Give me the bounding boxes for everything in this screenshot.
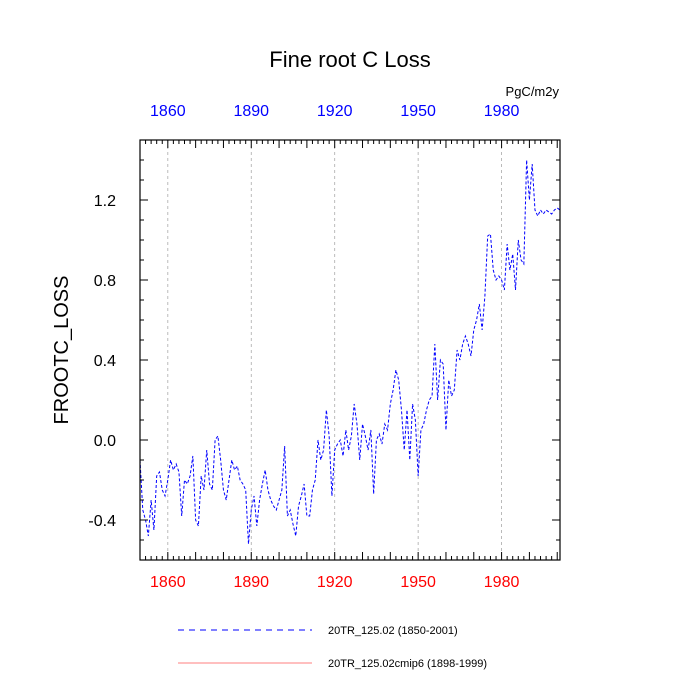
x-tick-label-top: 1860 (150, 103, 186, 120)
grid (167, 140, 502, 560)
units-label: PgC/m2y (506, 84, 560, 99)
y-tick-label: 1.2 (94, 193, 116, 210)
series-layer (139, 159, 561, 545)
y-tick-label: -0.4 (88, 513, 116, 530)
y-tick-label: 0.0 (94, 433, 116, 450)
x-tick-label-bottom: 1860 (150, 574, 186, 591)
y-tick-label: 0.8 (94, 273, 116, 290)
y-tick-label: 0.4 (94, 353, 116, 370)
x-tick-label-bottom: 1980 (484, 574, 520, 591)
x-tick-label-top: 1980 (484, 103, 520, 120)
x-tick-label-bottom: 1950 (400, 574, 436, 591)
plot-frame (139, 139, 561, 561)
series-line-1 (139, 159, 561, 545)
axis-ticks: 1860 1860 1890 1890 1920 1920 1950 1950 1980 1980… (88, 103, 560, 591)
x-tick-label-bottom: 1920 (317, 574, 353, 591)
legend-label-series-2: 20TR_125.02cmip6 (1898-1999) (328, 658, 487, 670)
y-axis-label: FROOTC_LOSS (51, 276, 73, 425)
legend: 20TR_125.02 (1850-2001) 20TR_125.02cmip6… (178, 625, 487, 670)
x-tick-label-top: 1920 (317, 103, 353, 120)
x-tick-label-top: 1890 (233, 103, 269, 120)
chart-title: Fine root C Loss (269, 47, 430, 72)
x-tick-label-top: 1950 (400, 103, 436, 120)
legend-label-series-1: 20TR_125.02 (1850-2001) (328, 625, 458, 637)
x-tick-label-bottom: 1890 (233, 574, 269, 591)
